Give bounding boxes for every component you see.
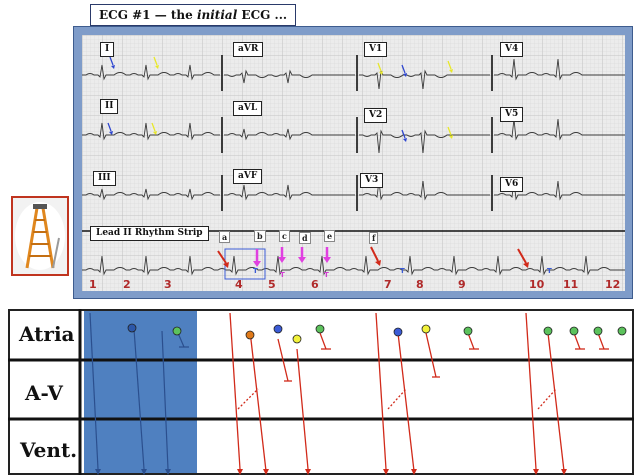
beat-number: 7	[384, 278, 392, 291]
ladder-graphics	[8, 309, 634, 475]
svg-text:T: T	[547, 267, 552, 275]
svg-text:T: T	[280, 271, 285, 279]
marker-e: e	[324, 230, 336, 242]
beat-number: 12	[605, 278, 621, 291]
ecg-waveform	[494, 118, 625, 141]
ecg-title: ECG #1 — the initial ECG ...	[90, 4, 297, 26]
svg-text:T: T	[324, 271, 329, 279]
beat-number: 6	[311, 278, 319, 291]
lead-label-V1: V1	[364, 42, 388, 57]
beat-number: 5	[268, 278, 276, 291]
beat-number: 4	[235, 278, 243, 291]
marker-b: b	[254, 230, 266, 242]
beat-number: 9	[458, 278, 466, 291]
marker-f: f	[369, 232, 379, 244]
ecg-waveform	[359, 180, 490, 201]
ecg-waveform	[82, 122, 220, 141]
lead-label-aVR: aVR	[233, 42, 264, 57]
lead-label-V4: V4	[500, 42, 524, 57]
beat-number: 10	[529, 278, 545, 291]
lead-label-V2: V2	[364, 108, 388, 123]
ladder-row-atria: Atria	[19, 322, 75, 346]
ladder-photo	[11, 196, 69, 276]
beat-number: 3	[164, 278, 172, 291]
marker-d: d	[299, 232, 311, 244]
beat-number: 11	[563, 278, 579, 291]
beat-number: 8	[416, 278, 424, 291]
ecg-waveform	[82, 64, 220, 81]
ecg-waveform	[224, 128, 355, 141]
lead-label-I: I	[100, 42, 115, 57]
lead-label-V3: V3	[360, 173, 384, 188]
title-emphasis: initial	[196, 8, 238, 22]
lead-label-II: II	[100, 99, 119, 114]
rhythm-strip-label: Lead II Rhythm Strip	[90, 226, 209, 241]
ecg-waveform	[494, 180, 625, 201]
svg-text:T: T	[400, 267, 405, 275]
beat-number: 2	[123, 278, 131, 291]
lead-label-V6: V6	[500, 177, 524, 192]
title-prefix: ECG #1 — the	[99, 8, 197, 22]
ecg-waveform	[494, 58, 625, 81]
lead-label-aVL: aVL	[233, 101, 263, 116]
ecg-waveform	[224, 69, 355, 84]
marker-c: c	[279, 230, 290, 242]
ecg-waveform	[359, 129, 490, 154]
lead-label-aVF: aVF	[233, 169, 263, 184]
ecg-waveform	[82, 188, 220, 201]
marker-a: a	[219, 231, 231, 243]
title-suffix: ECG ...	[237, 8, 288, 22]
ecg-waveform	[82, 255, 625, 276]
ladder-row-av: A-V	[25, 381, 63, 405]
beat-number: 1	[89, 278, 97, 291]
ecg-waveform	[224, 184, 355, 201]
lead-label-III: III	[93, 171, 116, 186]
svg-text:T: T	[253, 267, 258, 275]
ladder-row-vent: Vent.	[20, 438, 78, 462]
lead-label-V5: V5	[500, 107, 524, 122]
